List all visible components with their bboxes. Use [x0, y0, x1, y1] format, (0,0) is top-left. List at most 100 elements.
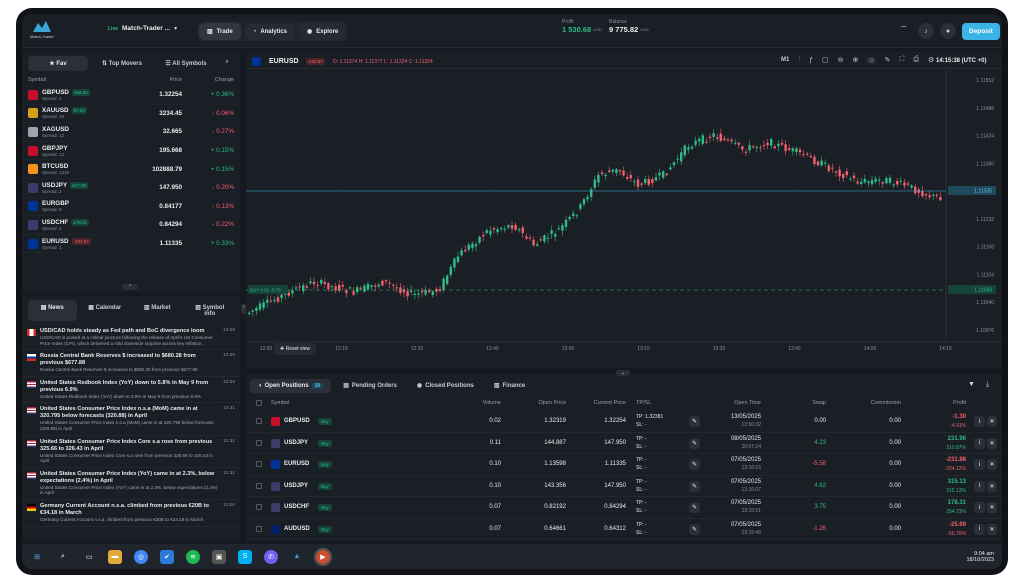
close-position-button[interactable]: ✕: [987, 523, 997, 535]
candle-body: [392, 284, 395, 286]
news-item[interactable]: United States Consumer Price Index n.s.a…: [22, 403, 240, 436]
indicators-icon[interactable]: ƒ: [809, 56, 813, 64]
pencil-icon[interactable]: ✎: [884, 57, 891, 64]
account-button[interactable]: ●: [940, 23, 956, 39]
news-item[interactable]: Russia Central Bank Reserves $ increased…: [22, 350, 240, 377]
tab-explore[interactable]: ◉ Explore: [299, 23, 347, 40]
edit-tpsl-button[interactable]: ✎: [689, 416, 700, 427]
position-row[interactable]: USDJPY Buy 0.10 143.356 147.950 TP: - SL…: [246, 476, 1002, 497]
row-checkbox[interactable]: [256, 461, 262, 467]
tab-top-movers[interactable]: ⇅ Top Movers: [102, 61, 142, 67]
task-view-icon[interactable]: ▭: [85, 553, 93, 561]
search-icon[interactable]: ⌕: [61, 552, 65, 560]
timeframe-selector[interactable]: M1: [781, 57, 790, 63]
collapse-handle[interactable]: ⌃: [122, 284, 138, 290]
settings-icon[interactable]: ⚙: [928, 57, 935, 64]
news-item[interactable]: United States Redbook Index (YoY) down t…: [22, 377, 240, 404]
position-row[interactable]: USDCHF Buy 0.07 0.82192 0.84294 TP: - SL…: [246, 497, 1002, 519]
position-row[interactable]: USDJPY Buy 0.11 144.887 147.950 TP: - SL…: [246, 433, 1002, 454]
watchlist-row[interactable]: GBPJPY Spread: 12 195.668 + 0.15%: [22, 142, 240, 161]
news-item[interactable]: United States Consumer Price Index (YoY)…: [22, 468, 240, 500]
info-button[interactable]: i: [974, 416, 985, 427]
tab-analytics[interactable]: ◔ Analytics: [244, 23, 295, 40]
file-explorer-icon[interactable]: ▬: [108, 549, 122, 564]
spotify-icon[interactable]: ≋: [186, 549, 200, 564]
price-chart[interactable]: 1.115521.114881.114241.113601.112961.112…: [246, 70, 1002, 368]
edit-tpsl-button[interactable]: ✎: [689, 459, 700, 470]
watchlist-row[interactable]: GBPUSD 866.62 Spread: 4 1.32254 + 0.36%: [22, 86, 240, 105]
crosshair-icon[interactable]: ○: [867, 56, 876, 64]
position-row[interactable]: EURUSD Buy 0.10 1.13598 1.11335 TP: - SL…: [246, 454, 1002, 476]
screenshot-icon[interactable]: ⎙: [913, 56, 919, 63]
close-position-button[interactable]: ✕: [987, 416, 997, 427]
tab-market[interactable]: ▥ Market: [143, 305, 171, 311]
zoom-in-icon[interactable]: ⊕: [852, 57, 859, 64]
watchlist-row[interactable]: EURGBP Spread: 8 0.84177 - 0.13%: [22, 198, 240, 217]
tasks-icon[interactable]: ✔: [160, 549, 174, 564]
account-selector[interactable]: Live Match-Trader ... ▾: [108, 25, 178, 32]
position-row[interactable]: GBPUSD Buy 0.02 1.32319 1.32254 TP: 1.32…: [246, 411, 1002, 433]
tab-symbol-info[interactable]: ▧ Symbol info: [195, 305, 225, 317]
edit-tpsl-button[interactable]: ✎: [689, 523, 700, 535]
download-icon[interactable]: ⤓: [986, 381, 990, 388]
info-button[interactable]: i: [974, 502, 985, 513]
info-button[interactable]: i: [974, 437, 985, 449]
media-icon[interactable]: ▣: [212, 549, 226, 564]
info-button[interactable]: i: [974, 523, 985, 535]
watchlist-row[interactable]: XAUUSD 97.03 Spread: 19 3234.45 - 0.06%: [22, 105, 240, 124]
row-checkbox[interactable]: [256, 418, 262, 424]
row-checkbox[interactable]: [256, 482, 262, 489]
close-position-button[interactable]: ✕: [987, 480, 997, 492]
close-position-button[interactable]: ✕: [987, 459, 997, 470]
tab-all-symbols[interactable]: ☰ All Symbols: [165, 61, 207, 67]
tab-trade[interactable]: ▥ Trade: [199, 23, 241, 40]
news-item[interactable]: Germany Current Account n.s.a. climbed f…: [22, 500, 240, 527]
tab-open-positions[interactable]: ◑ Open Positions 10: [250, 378, 332, 393]
fullscreen-icon[interactable]: ⛶: [899, 56, 905, 63]
notifications-button[interactable]: ♪: [918, 23, 934, 39]
tab-news[interactable]: ▤ News: [28, 300, 77, 321]
row-checkbox[interactable]: [256, 504, 262, 510]
skype-icon[interactable]: S: [238, 549, 252, 564]
filter-icon[interactable]: ▼: [968, 381, 975, 388]
tab-pending-orders[interactable]: ▤ Pending Orders: [343, 382, 397, 390]
info-button[interactable]: i: [974, 480, 985, 492]
buy-position-tag[interactable]: [248, 285, 288, 294]
watchlist-row[interactable]: XAGUSD Spread: 12 32.665 - 0.27%: [22, 123, 240, 142]
watchlist-row[interactable]: USDCHF 178.31 Spread: 3 0.84294 - 0.22%: [22, 216, 240, 235]
select-all-checkbox[interactable]: [256, 400, 262, 406]
close-position-button[interactable]: ✕: [987, 502, 997, 513]
candles-icon[interactable]: ⫶: [798, 56, 801, 63]
expand-handle[interactable]: ⌄: [616, 370, 630, 376]
row-checkbox[interactable]: [256, 525, 262, 532]
chrome-icon[interactable]: ◎: [134, 549, 148, 564]
panel-resize-handle[interactable]: ‹: [241, 304, 247, 314]
news-item[interactable]: United States Consumer Price Index Core …: [22, 436, 240, 468]
edit-tpsl-button[interactable]: ✎: [689, 502, 700, 513]
viber-icon[interactable]: ✆: [264, 549, 278, 564]
tab-finance[interactable]: ▥ Finance: [493, 382, 526, 390]
watchlist-row[interactable]: BTCUSD Spread: 1315 102888.79 + 0.15%: [22, 160, 240, 179]
candle-body: [255, 307, 258, 312]
zoom-out-icon[interactable]: ⊖: [837, 57, 844, 64]
row-checkbox[interactable]: [256, 439, 262, 446]
position-row[interactable]: AUDUSD Buy 0.07 0.64661 0.64312 TP: - SL…: [246, 519, 1002, 540]
edit-tpsl-button[interactable]: ✎: [689, 480, 700, 492]
match-trader-app-icon[interactable]: ▲: [293, 553, 301, 560]
reset-view-button[interactable]: ✥ Reset view: [274, 343, 317, 355]
close-position-button[interactable]: ✕: [987, 437, 997, 449]
news-item[interactable]: USD/CAD holds steady as Fed path and BoC…: [22, 325, 240, 351]
player-icon[interactable]: ▶: [314, 547, 332, 566]
tab-calendar[interactable]: ▦ Calendar: [88, 305, 122, 311]
windows-start-icon[interactable]: ⊞: [34, 553, 40, 561]
layout-icon[interactable]: ▢: [822, 57, 829, 64]
info-button[interactable]: i: [974, 459, 985, 470]
tab-fav[interactable]: ★ Fav: [28, 56, 88, 71]
deposit-button[interactable]: Deposit: [962, 23, 1000, 40]
edit-tpsl-button[interactable]: ✎: [689, 437, 700, 449]
search-icon[interactable]: ⌕: [225, 59, 229, 65]
watchlist-row[interactable]: USDJPY 547.08 Spread: 2 147.950 - 0.20%: [22, 179, 240, 198]
watchlist-row[interactable]: EURUSD -232.67 Spread: 1 1.11335 + 0.33%: [22, 235, 240, 254]
candle-body: [834, 171, 838, 173]
tab-closed-positions[interactable]: ◉ Closed Positions: [416, 382, 474, 390]
